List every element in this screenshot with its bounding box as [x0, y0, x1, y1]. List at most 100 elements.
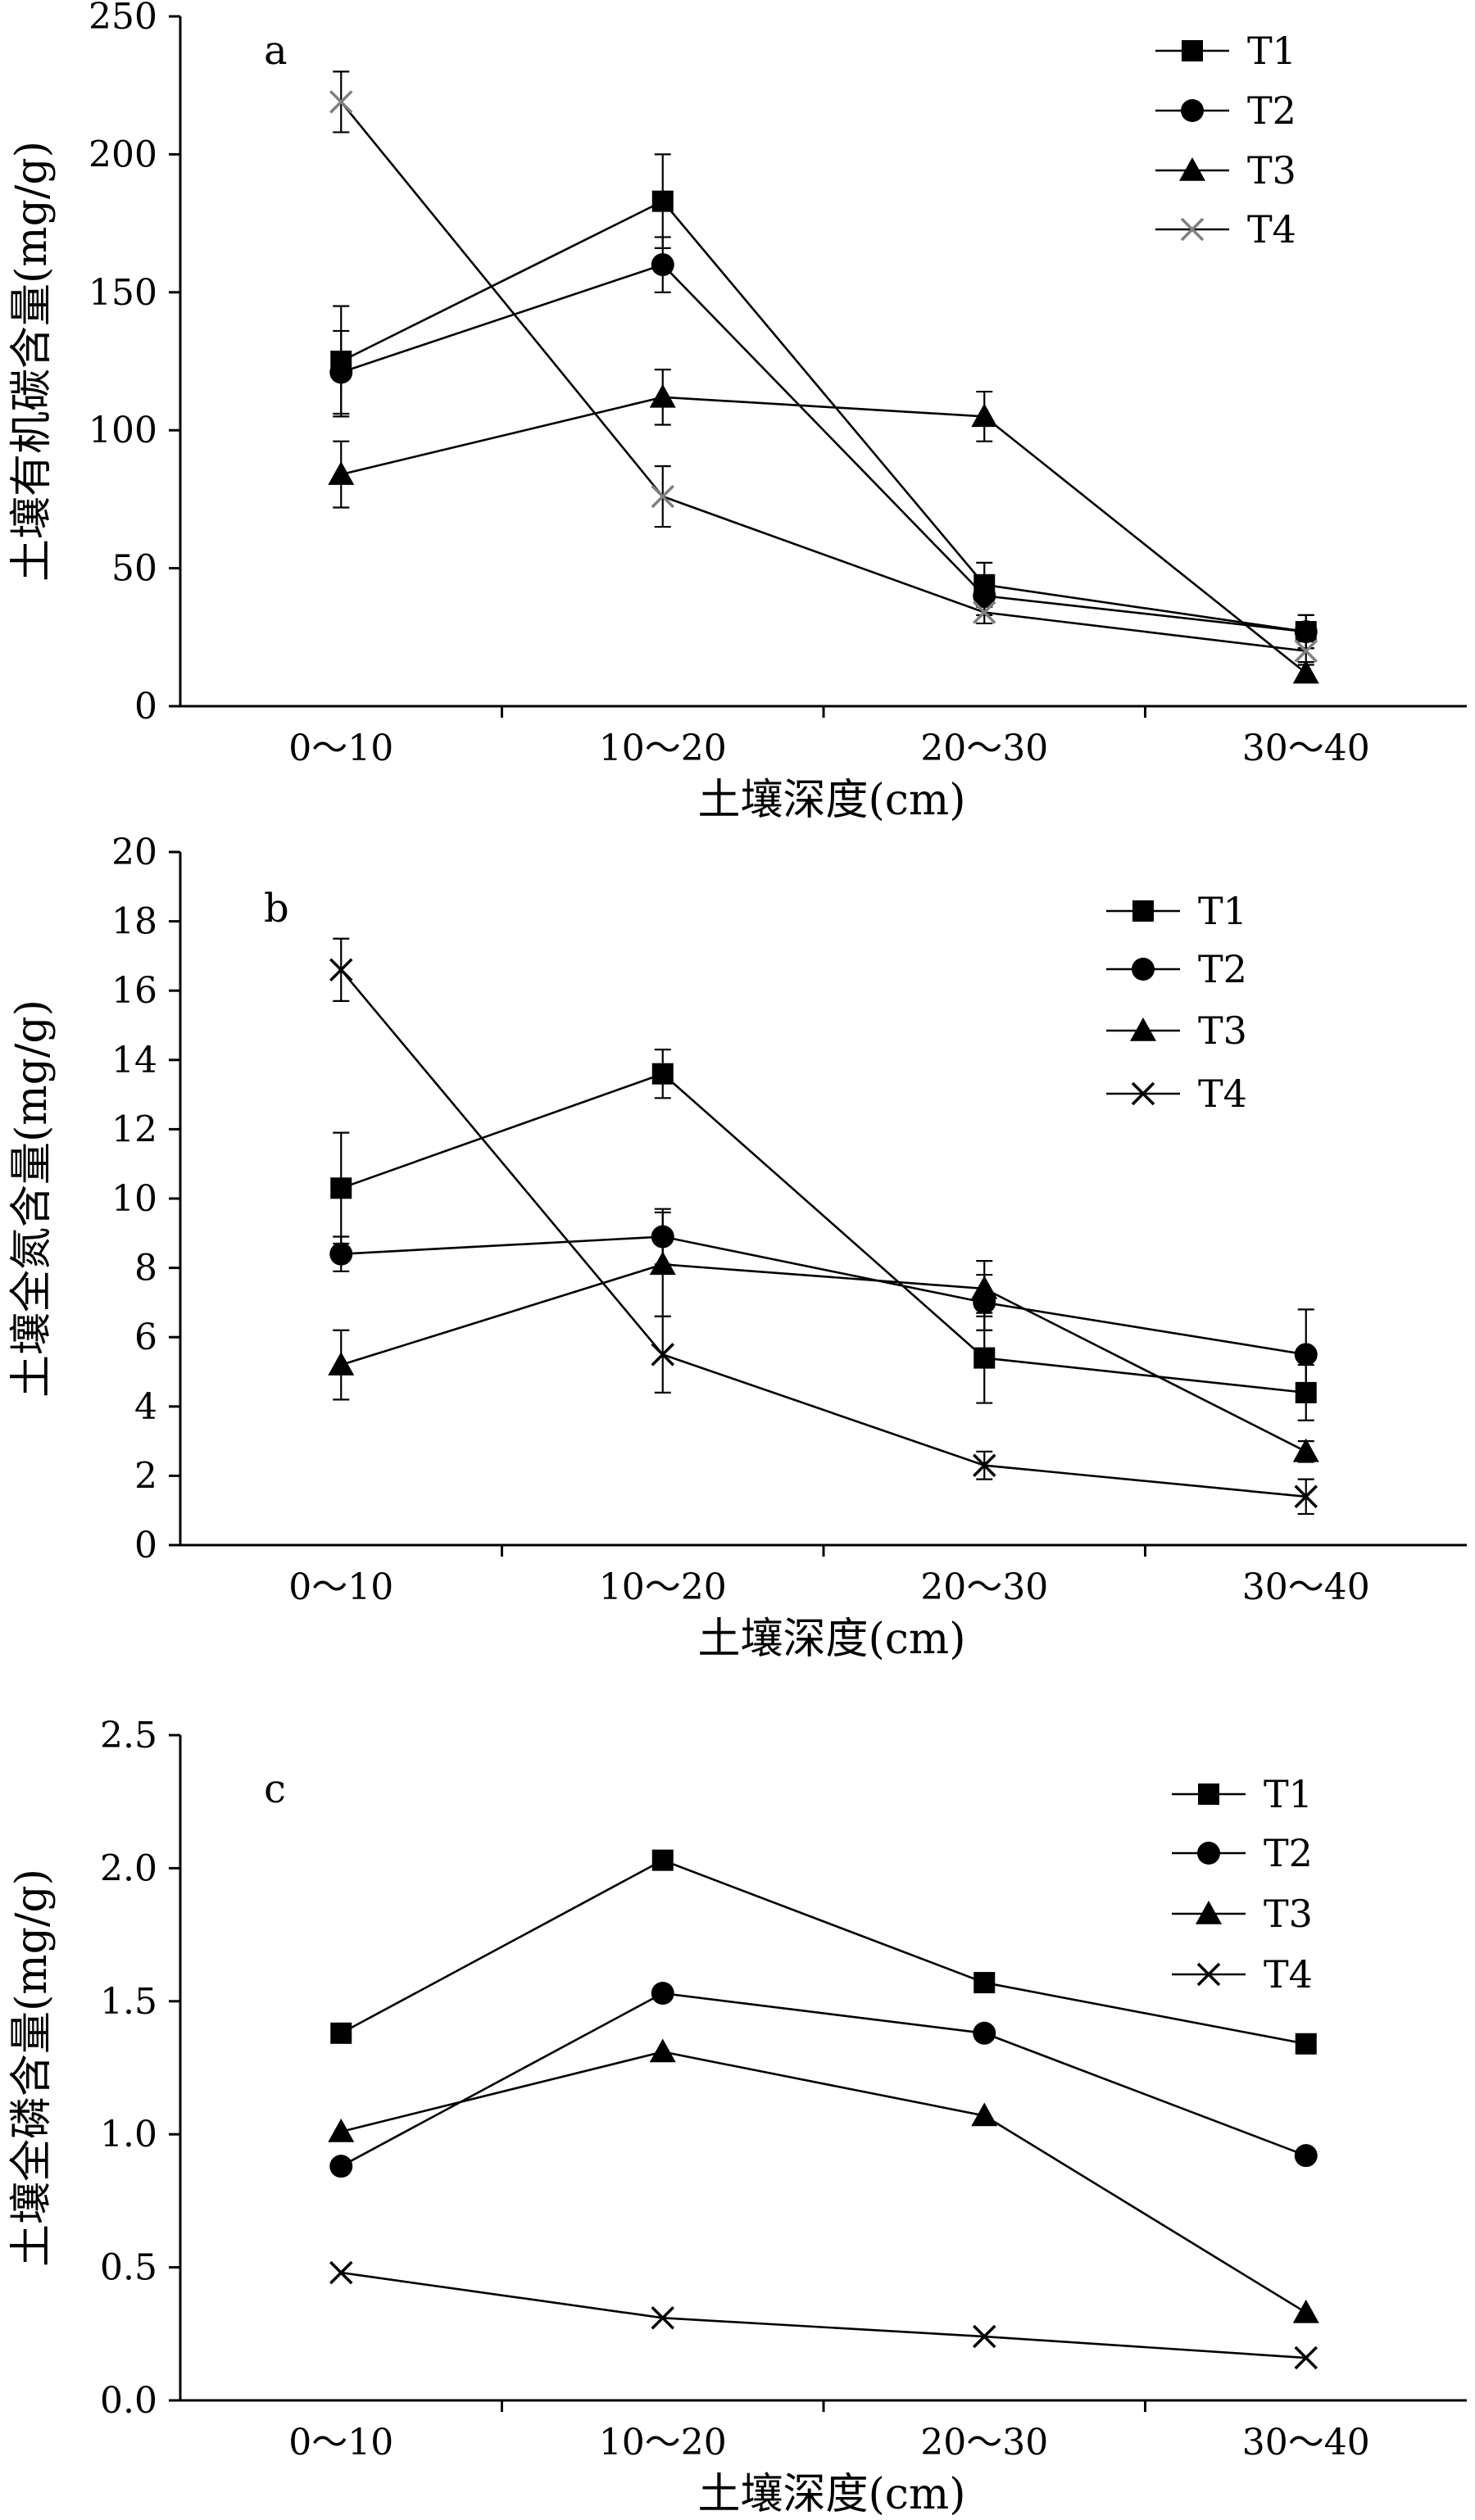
series-T1 — [330, 1049, 1317, 1421]
data-point-T4-stroke-b — [1294, 639, 1318, 663]
legend-marker-T4 — [1131, 1081, 1155, 1106]
legend-marker-T4-stroke-b — [1196, 1962, 1221, 1987]
series-line-T1 — [340, 1859, 1306, 2046]
chart-panel-c: 0.0 0.5 1.0 1.5 2.0 2.5 0～10 10～20 20～30 30～40 土壤深… — [7, 1715, 1467, 2519]
x-axis-label: 土壤深度(cm) — [697, 1615, 965, 1664]
data-point-T2 — [329, 1242, 353, 1266]
data-point-T2 — [651, 253, 674, 277]
data-point-T4 — [651, 484, 674, 509]
y-tick-label: 0.0 — [100, 2380, 157, 2422]
legend-marker-T1 — [1198, 1783, 1219, 1805]
chart-panel-a: 0 50 100 150 200 250 0～10 10～20 20～30 30～40 土壤深度(c… — [7, 0, 1467, 825]
data-point-T4 — [1294, 639, 1318, 663]
series-T4 — [329, 70, 1318, 664]
y-tick-label: 250 — [88, 0, 157, 38]
y-axis-label: 土壤有机碳含量(mg/g) — [7, 141, 57, 582]
x-tick-label: 10～20 — [599, 727, 727, 769]
y-axis-label: 土壤全氮含量(mg/g) — [7, 999, 57, 1398]
y-tick-label: 12 — [111, 1108, 157, 1150]
panel-label: a — [264, 28, 288, 74]
data-point-T4 — [973, 2324, 996, 2349]
series-T3 — [328, 2038, 1319, 2323]
data-point-T3 — [649, 1251, 676, 1276]
data-point-T2 — [1294, 620, 1318, 644]
legend: T1 T2 T3 T4 — [1155, 29, 1296, 252]
data-point-T2 — [1294, 2144, 1318, 2168]
y-tick-label: 1.5 — [100, 1981, 157, 2023]
legend-marker-T1 — [1132, 900, 1154, 922]
series-T3 — [328, 369, 1319, 684]
y-tick-label: 20 — [111, 832, 157, 873]
y-tick-label: 14 — [111, 1040, 157, 1081]
legend-marker-T4 — [1196, 1962, 1221, 1987]
data-point-T4-stroke-b — [651, 484, 674, 509]
x-tick-label: 10～20 — [599, 2422, 727, 2463]
y-tick-label: 100 — [88, 410, 157, 451]
series-T2 — [329, 236, 1318, 650]
y-tick-label: 6 — [134, 1317, 157, 1358]
data-point-T3 — [1292, 659, 1319, 684]
x-tick-label: 30～40 — [1242, 727, 1370, 769]
data-point-T4 — [973, 1453, 996, 1477]
data-point-T4-stroke-b — [329, 958, 353, 982]
data-point-T3 — [328, 2118, 355, 2142]
chart-panel-b: 0 2 4 6 8 10 12 14 16 18 20 0～10 10～20 20～30 30～40 土壤深度… — [7, 832, 1467, 1664]
legend-marker-T2 — [1132, 958, 1155, 981]
legend-marker-T4-stroke-b — [1131, 1081, 1155, 1106]
series-line-T1 — [340, 1072, 1306, 1394]
legend-marker-T3 — [1196, 1901, 1222, 1924]
series-line-T4 — [340, 101, 1306, 652]
data-point-T3 — [971, 1275, 998, 1299]
legend: T1 T2 T3 T4 — [1172, 1772, 1313, 1997]
legend-label-T4: T4 — [1264, 1952, 1313, 1997]
data-point-T1 — [330, 2022, 352, 2044]
data-point-T4-stroke-b — [973, 2324, 996, 2349]
legend-label-T3: T3 — [1247, 148, 1296, 193]
data-point-T1 — [974, 1972, 996, 1994]
y-tick-label: 50 — [111, 548, 157, 590]
data-point-T2 — [329, 2155, 353, 2178]
y-tick-label: 200 — [88, 134, 157, 175]
data-point-T4-stroke-b — [329, 2260, 353, 2285]
legend-label-T1: T1 — [1198, 889, 1247, 933]
data-point-T4 — [1294, 1484, 1318, 1509]
y-tick-label: 2 — [134, 1455, 157, 1497]
x-tick-label: 20～30 — [920, 2422, 1048, 2463]
series-T3 — [328, 1211, 1319, 1463]
legend-marker-T3 — [1130, 1018, 1156, 1041]
series-line-T4 — [340, 968, 1306, 1498]
data-point-T4 — [651, 1343, 674, 1367]
series-T2 — [329, 1208, 1318, 1401]
series-line-T2 — [341, 1235, 1306, 1356]
data-point-T1 — [651, 1849, 674, 1871]
legend-label-T2: T2 — [1198, 947, 1247, 991]
data-point-T1 — [330, 1177, 352, 1199]
data-point-T4 — [973, 601, 996, 624]
y-tick-label: 150 — [88, 272, 157, 314]
x-tick-label: 10～20 — [599, 1566, 727, 1608]
data-point-T4-stroke-b — [651, 1343, 674, 1367]
series-line-T2 — [340, 263, 1306, 633]
x-tick-label: 30～40 — [1242, 2422, 1370, 2463]
data-point-T4 — [329, 958, 353, 982]
y-tick-label: 1.0 — [100, 2114, 157, 2155]
legend-label-T4: T4 — [1247, 207, 1296, 252]
data-point-T3 — [971, 2102, 998, 2127]
x-tick-label: 0～10 — [288, 2422, 393, 2463]
data-point-T3 — [1292, 1438, 1319, 1462]
legend-marker-T3 — [1179, 157, 1205, 181]
x-axis-label: 土壤深度(cm) — [697, 776, 965, 825]
legend-label-T3: T3 — [1198, 1008, 1247, 1053]
data-point-T4-stroke-b — [1294, 2346, 1318, 2370]
series-line-T4 — [341, 2271, 1306, 2359]
legend: T1 T2 T3 T4 — [1106, 889, 1247, 1116]
y-tick-label: 2.5 — [100, 1715, 157, 1756]
legend-marker-T4 — [1180, 217, 1205, 242]
series-line-T3 — [340, 2051, 1307, 2314]
y-tick-label: 0 — [134, 1525, 157, 1566]
data-point-T1 — [651, 190, 674, 212]
data-point-T2 — [329, 360, 353, 384]
data-point-T3 — [328, 1352, 355, 1376]
data-point-T3 — [1292, 2299, 1319, 2323]
